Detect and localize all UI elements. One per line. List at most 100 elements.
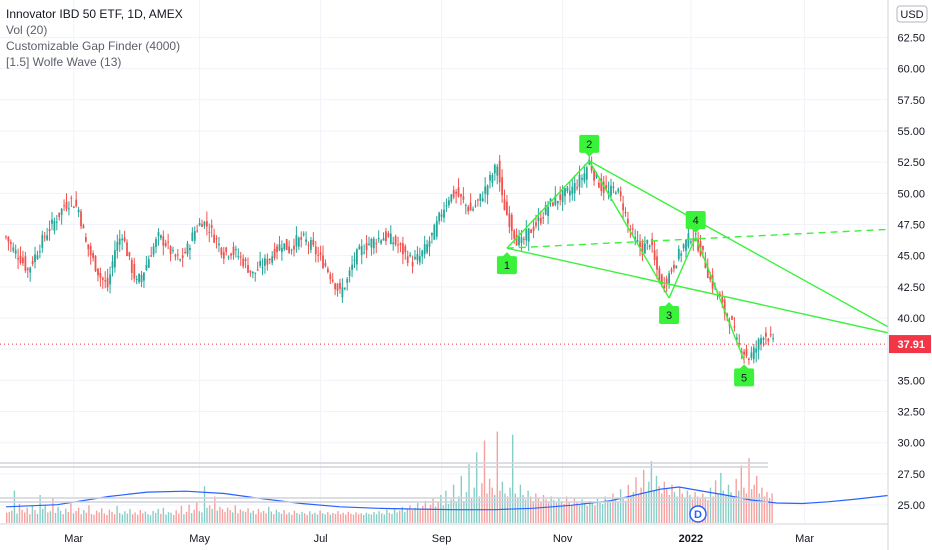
volume-bar xyxy=(280,513,283,523)
candle-body xyxy=(566,187,569,191)
volume-bar xyxy=(47,512,49,523)
volume-bar xyxy=(753,484,755,523)
volume-bar xyxy=(763,496,766,523)
candle-body xyxy=(327,268,329,272)
volume-bar xyxy=(83,510,85,523)
volume-bar xyxy=(684,497,686,523)
candle-body xyxy=(518,236,520,246)
volume-bar xyxy=(139,510,141,523)
study-volume[interactable]: Vol (20) xyxy=(6,23,48,37)
candle-body xyxy=(351,264,353,270)
volume-bar xyxy=(573,497,576,523)
wolfe-point-2[interactable]: 2 xyxy=(579,134,600,157)
candle-body xyxy=(111,261,114,269)
dividend-label: D xyxy=(694,509,702,521)
wolfe-line-1-3 xyxy=(506,247,932,344)
candle-body xyxy=(435,220,438,237)
candle-body xyxy=(508,213,511,227)
volume-bar xyxy=(748,458,750,523)
currency-badge-label: USD xyxy=(900,9,923,21)
volume-bar xyxy=(309,511,311,523)
candle-body xyxy=(36,255,39,260)
volume-bar xyxy=(229,510,231,523)
candle-body xyxy=(283,243,286,250)
volume-bar xyxy=(311,513,314,523)
candle-body xyxy=(665,278,668,285)
volume-bar xyxy=(530,496,532,523)
volume-bar xyxy=(712,496,714,523)
volume-bar xyxy=(375,514,378,523)
volume-bar xyxy=(273,514,275,523)
volume-bar xyxy=(627,484,629,523)
volume-bar xyxy=(70,503,72,523)
volume-bar xyxy=(211,508,213,523)
candle-body xyxy=(126,242,128,256)
candle-body xyxy=(448,200,450,206)
volume-bar xyxy=(288,512,290,523)
price-axis[interactable] xyxy=(888,0,932,550)
candle-body xyxy=(440,214,443,217)
candle-body xyxy=(406,256,409,263)
candle-body xyxy=(290,249,293,251)
volume-bar xyxy=(630,496,632,523)
volume-bar xyxy=(455,502,457,523)
volume-bar xyxy=(147,514,149,523)
volume-bar xyxy=(80,514,82,523)
candle-body xyxy=(29,267,32,273)
candle-body xyxy=(179,259,182,261)
candle-body xyxy=(658,268,661,283)
volume-bar xyxy=(155,513,157,523)
candle-body xyxy=(41,235,44,248)
volume-bar xyxy=(473,487,475,523)
wolfe-point-pointer xyxy=(584,151,595,157)
volume-bar xyxy=(555,503,558,523)
grid-lines xyxy=(0,0,888,523)
volume-bar xyxy=(417,503,419,523)
candle-body xyxy=(285,239,288,250)
volume-bar xyxy=(666,489,668,523)
candle-body xyxy=(343,287,346,290)
volume-bar xyxy=(553,500,555,523)
candle-body xyxy=(721,297,724,302)
volume-bar xyxy=(134,512,136,523)
currency-badge[interactable]: USD xyxy=(896,5,928,23)
wolfe-point-1[interactable]: 1 xyxy=(496,252,517,275)
candle-body xyxy=(673,264,675,269)
y-tick-label: 50.00 xyxy=(897,188,925,200)
candle-body xyxy=(433,224,436,240)
candle-body xyxy=(218,243,220,246)
candle-body xyxy=(14,250,17,254)
wolfe-point-4[interactable]: 4 xyxy=(685,210,706,233)
y-tick-label: 32.50 xyxy=(897,407,925,419)
candle-body xyxy=(331,279,334,282)
candle-body xyxy=(750,352,753,358)
candle-body xyxy=(537,217,540,222)
candle-body xyxy=(271,256,274,263)
candle-body xyxy=(772,338,774,340)
candle-body xyxy=(353,259,356,261)
candle-body xyxy=(310,240,312,250)
candle-body xyxy=(230,253,232,256)
volume-bar xyxy=(542,495,545,523)
dividend-marker[interactable]: D xyxy=(689,505,707,523)
chart-title[interactable]: Innovator IBD 50 ETF, 1D, AMEX xyxy=(6,7,183,21)
volume-bar xyxy=(481,483,483,523)
study-gap-finder[interactable]: Customizable Gap Finder (4000) xyxy=(6,39,181,53)
study-wolfe-wave[interactable]: [1.5] Wolfe Wave (13) xyxy=(6,55,122,69)
volume-bar xyxy=(673,492,676,523)
wolfe-point-3[interactable]: 3 xyxy=(659,302,680,325)
candle-body xyxy=(314,246,317,255)
volume-bar xyxy=(373,512,375,523)
volume-bar xyxy=(607,500,609,523)
candle-body xyxy=(530,229,532,233)
wolfe-point-5[interactable]: 5 xyxy=(734,364,755,387)
candle-body xyxy=(65,202,68,209)
candle-body xyxy=(639,241,641,248)
candle-body xyxy=(426,244,428,253)
volume-bar xyxy=(6,512,8,523)
candle-body xyxy=(636,239,639,241)
candle-body xyxy=(694,233,697,235)
candle-body xyxy=(653,250,656,260)
